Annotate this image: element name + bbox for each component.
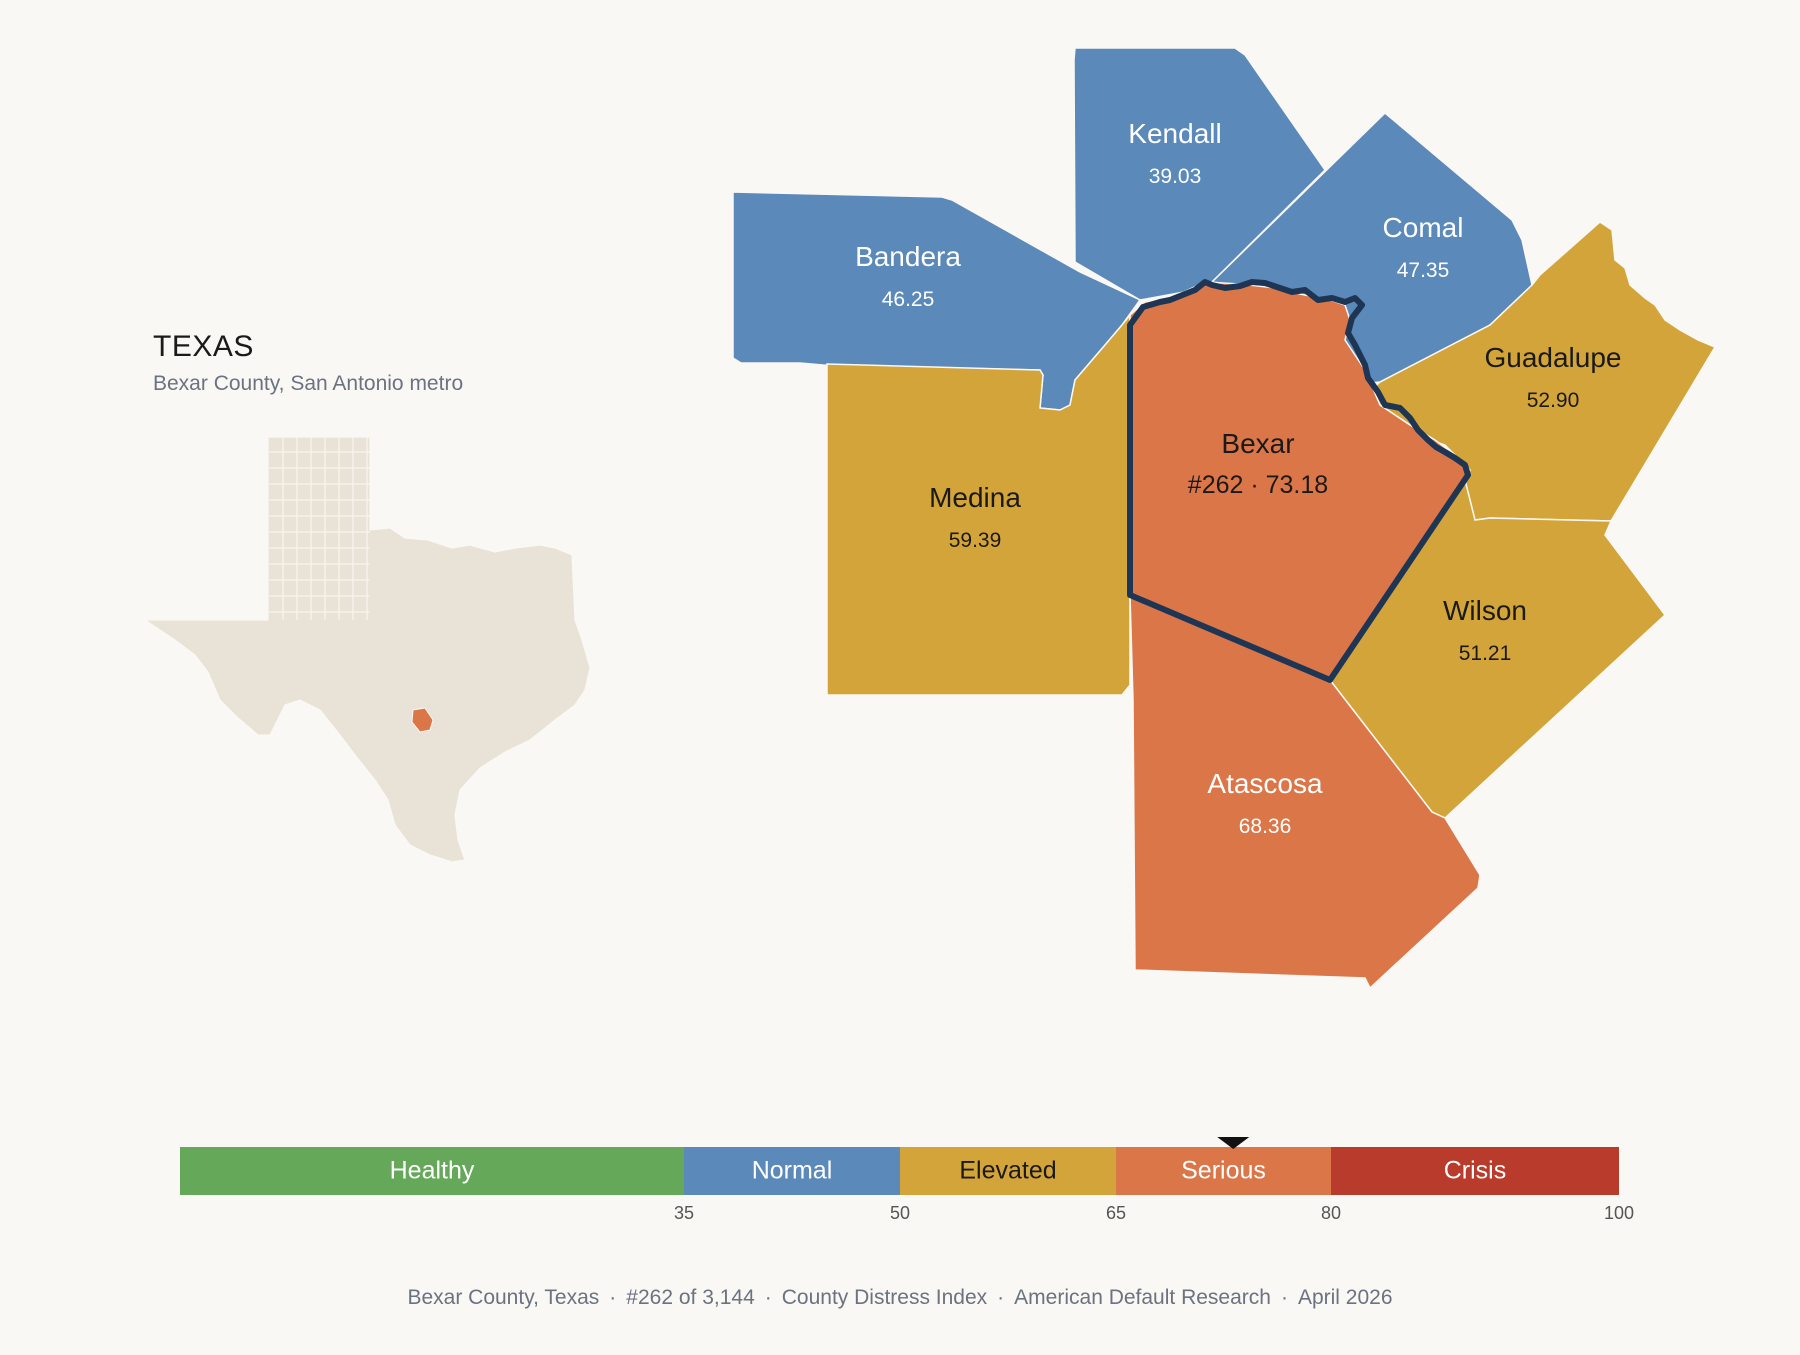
county-name-bandera: Bandera xyxy=(855,241,961,272)
county-value-kendall: 39.03 xyxy=(1149,165,1202,188)
county-labels: Kendall 39.03 Comal 47.35 Bandera 46.25 Guadal… xyxy=(855,118,1621,838)
county-value-guadalupe: 52.90 xyxy=(1527,389,1580,412)
bexar-focus-outline xyxy=(1127,279,1471,683)
county-value-bexar: #262 · 73.18 xyxy=(1188,471,1328,499)
scale-tick-80: 80 xyxy=(1321,1203,1341,1223)
county-value-comal: 47.35 xyxy=(1397,259,1450,282)
scale-tick-35: 35 xyxy=(674,1203,694,1223)
scale-band-label-serious: Serious xyxy=(1181,1157,1266,1185)
scale-band-normal xyxy=(684,1147,900,1195)
scale-tick-50: 50 xyxy=(890,1203,910,1223)
county-value-bandera: 46.25 xyxy=(882,288,935,311)
county-name-bexar: Bexar xyxy=(1221,428,1294,459)
footer-county: Bexar County, Texas xyxy=(407,1286,600,1309)
county-name-atascosa: Atascosa xyxy=(1207,768,1323,799)
inset-subtitle: Bexar County, San Antonio metro xyxy=(153,372,464,395)
county-name-comal: Comal xyxy=(1383,212,1464,243)
footer-source: American Default Research xyxy=(1014,1286,1271,1309)
texas-inset-map xyxy=(143,436,591,863)
scale-band-label-crisis: Crisis xyxy=(1444,1157,1507,1185)
distress-scale-bar: Healthy Normal Elevated Serious Crisis 35 50 65… xyxy=(180,1137,1634,1223)
county-atascosa[interactable] xyxy=(1129,593,1481,990)
inset-title: TEXAS xyxy=(153,330,254,363)
scale-tick-65: 65 xyxy=(1106,1203,1126,1223)
scale-band-elevated xyxy=(900,1147,1116,1195)
scale-band-label-healthy: Healthy xyxy=(390,1157,475,1185)
scale-band-label-normal: Normal xyxy=(752,1157,833,1185)
scale-tick-100: 100 xyxy=(1604,1203,1634,1223)
county-medina[interactable] xyxy=(826,312,1131,696)
scale-marker-icon xyxy=(1217,1137,1250,1149)
county-name-guadalupe: Guadalupe xyxy=(1484,342,1621,373)
footer-rank: #262 of 3,144 xyxy=(626,1286,755,1309)
scale-band-healthy xyxy=(180,1147,684,1195)
scale-band-crisis xyxy=(1331,1147,1619,1195)
county-name-wilson: Wilson xyxy=(1443,595,1527,626)
texas-bexar-highlight xyxy=(411,707,434,733)
texas-county-grid xyxy=(268,437,370,620)
county-value-atascosa: 68.36 xyxy=(1239,815,1292,838)
footer-date: April 2026 xyxy=(1297,1286,1393,1309)
texas-outline xyxy=(143,436,591,863)
county-value-wilson: 51.21 xyxy=(1459,642,1512,665)
footer-credits: Bexar County, Texas · #262 of 3,144 · County… xyxy=(407,1286,1393,1309)
scale-band-serious xyxy=(1116,1147,1331,1195)
footer-index-name: County Distress Index xyxy=(781,1286,988,1309)
county-name-medina: Medina xyxy=(929,482,1021,513)
county-value-medina: 59.39 xyxy=(949,529,1002,552)
scale-band-label-elevated: Elevated xyxy=(959,1157,1056,1185)
county-name-kendall: Kendall xyxy=(1128,118,1221,149)
